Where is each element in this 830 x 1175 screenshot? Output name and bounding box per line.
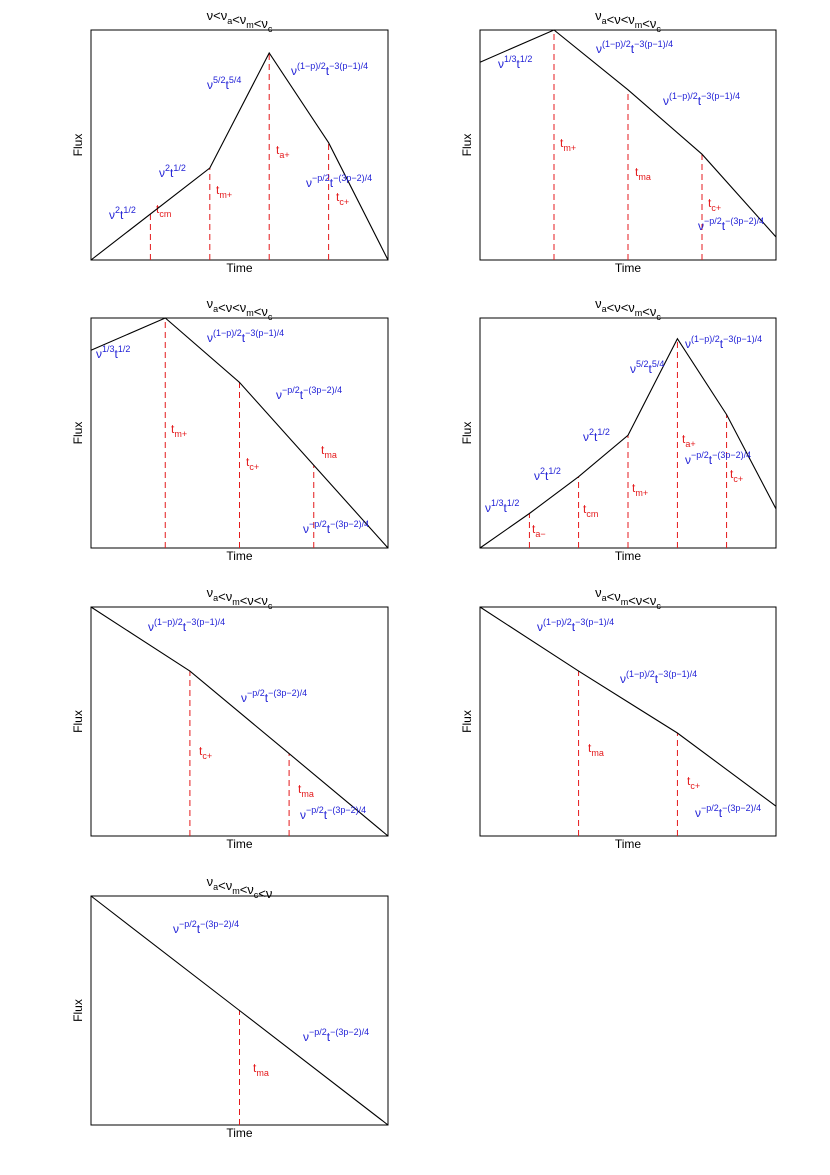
slope-label: ν(1−p)/2t−3(p−1)/4 bbox=[596, 39, 673, 56]
light-curve bbox=[90, 895, 389, 1126]
light-curve bbox=[90, 317, 389, 549]
panel-3: νa<ν<νm<νc Time Flux tm+ tc+ tma ν1/3t1/2 ν(1−p… bbox=[71, 296, 389, 563]
slope-label: ν(1−p)/2t−3(p−1)/4 bbox=[207, 328, 284, 345]
break-label-a−: ta− bbox=[532, 522, 546, 539]
panel-title: νa<ν<νm<νc bbox=[207, 296, 273, 322]
break-label-m+: tm+ bbox=[216, 183, 232, 200]
light-curve bbox=[479, 29, 777, 238]
slope-label: ν2t1/2 bbox=[534, 466, 561, 483]
plot-frame bbox=[479, 606, 777, 837]
panel-6: νa<νm<ν<νc Time Flux tma tc+ ν(1−p)/2t−3(p−1)… bbox=[460, 585, 777, 851]
light-curve bbox=[90, 51, 389, 261]
y-axis-label: Flux bbox=[71, 422, 85, 445]
x-axis-label: Time bbox=[226, 261, 253, 275]
slope-label: ν2t1/2 bbox=[109, 205, 136, 222]
x-axis-label: Time bbox=[615, 261, 642, 275]
x-axis-label: Time bbox=[615, 837, 642, 851]
slope-label: ν2t1/2 bbox=[159, 163, 186, 180]
slope-label: ν−p/2t−(3p−2)/4 bbox=[303, 1027, 369, 1044]
panel-title: νa<ν<νm<νc bbox=[595, 8, 661, 34]
slope-label: ν−p/2t−(3p−2)/4 bbox=[276, 385, 342, 402]
light-curve bbox=[479, 606, 777, 807]
panel-1: ν<νa<νm<νc Time Flux tcm tm+ ta+ tc+ ν2t1/2 ν2t1… bbox=[71, 8, 389, 275]
slope-label: ν(1−p)/2t−3(p−1)/4 bbox=[685, 334, 762, 351]
break-label-m+: tm+ bbox=[560, 136, 576, 153]
y-axis-label: Flux bbox=[71, 134, 85, 157]
y-axis-label: Flux bbox=[460, 134, 474, 157]
break-label-ma: tma bbox=[321, 443, 337, 460]
break-label-c+: tc+ bbox=[708, 196, 721, 213]
panel-title: νa<ν<νm<νc bbox=[595, 296, 661, 322]
break-label-ma: tma bbox=[635, 165, 651, 182]
slope-label: ν5/2t5/4 bbox=[630, 359, 664, 376]
slope-label: ν(1−p)/2t−3(p−1)/4 bbox=[537, 617, 614, 634]
slope-label: ν−p/2t−(3p−2)/4 bbox=[300, 805, 366, 822]
slope-label: ν(1−p)/2t−3(p−1)/4 bbox=[620, 669, 697, 686]
break-label-c+: tc+ bbox=[336, 190, 349, 207]
break-label-cm: tcm bbox=[583, 502, 598, 519]
slope-label: ν5/2t5/4 bbox=[207, 75, 241, 92]
slope-label: ν(1−p)/2t−3(p−1)/4 bbox=[663, 91, 740, 108]
panel-title: ν<νa<νm<νc bbox=[207, 8, 273, 34]
slope-label: ν(1−p)/2t−3(p−1)/4 bbox=[148, 617, 225, 634]
slope-label: ν−p/2t−(3p−2)/4 bbox=[685, 450, 751, 467]
y-axis-label: Flux bbox=[460, 422, 474, 445]
panel-5: νa<νm<ν<νc Time Flux tc+ tma ν(1−p)/2t−3(p−1)… bbox=[71, 585, 389, 851]
x-axis-label: Time bbox=[226, 1126, 253, 1140]
plot-frame bbox=[90, 29, 389, 261]
y-axis-label: Flux bbox=[71, 710, 85, 733]
break-label-m+: tm+ bbox=[171, 422, 187, 439]
break-label-ma: tma bbox=[588, 741, 604, 758]
plot-frame bbox=[90, 606, 389, 837]
panel-4: νa<ν<νm<νc Time Flux ta− tcm tm+ ta+ tc+ ν1/3t1/… bbox=[460, 296, 777, 563]
panel-title: νa<νm<νc<ν bbox=[207, 874, 273, 901]
break-label-c+: tc+ bbox=[246, 455, 259, 472]
light-curve bbox=[479, 337, 777, 549]
panel-title: νa<νm<ν<νc bbox=[207, 585, 273, 611]
slope-label: ν−p/2t−(3p−2)/4 bbox=[241, 688, 307, 705]
break-label-m+: tm+ bbox=[632, 481, 648, 498]
break-label-c+: tc+ bbox=[199, 744, 212, 761]
y-axis-label: Flux bbox=[460, 710, 474, 733]
break-label-ma: tma bbox=[298, 782, 314, 799]
break-label-c+: tc+ bbox=[687, 774, 700, 791]
break-label-a+: ta+ bbox=[276, 143, 290, 160]
slope-label: ν2t1/2 bbox=[583, 427, 610, 444]
x-axis-label: Time bbox=[615, 549, 642, 563]
break-label-a+: ta+ bbox=[682, 432, 696, 449]
slope-label: ν−p/2t−(3p−2)/4 bbox=[306, 173, 372, 190]
break-label-ma: tma bbox=[253, 1061, 269, 1078]
slope-label: ν−p/2t−(3p−2)/4 bbox=[698, 216, 764, 233]
slope-label: ν−p/2t−(3p−2)/4 bbox=[173, 919, 239, 936]
light-curve bbox=[90, 606, 389, 837]
slope-label: ν(1−p)/2t−3(p−1)/4 bbox=[291, 61, 368, 78]
slope-label: ν1/3t1/2 bbox=[96, 344, 130, 361]
break-label-c+: tc+ bbox=[730, 467, 743, 484]
slope-label: ν−p/2t−(3p−2)/4 bbox=[303, 519, 369, 536]
slope-label: ν1/3t1/2 bbox=[485, 498, 519, 515]
slope-label: ν−p/2t−(3p−2)/4 bbox=[695, 803, 761, 820]
x-axis-label: Time bbox=[226, 837, 253, 851]
x-axis-label: Time bbox=[226, 549, 253, 563]
y-axis-label: Flux bbox=[71, 999, 85, 1022]
break-label-cm: tcm bbox=[156, 202, 171, 219]
panel-title: νa<νm<ν<νc bbox=[595, 585, 661, 611]
slope-label: ν1/3t1/2 bbox=[498, 54, 532, 71]
panel-7: νa<νm<νc<ν Time Flux tma ν−p/2t−(3p−2)/4 ν−p/… bbox=[71, 874, 389, 1140]
panel-2: νa<ν<νm<νc Time Flux tm+ tma tc+ ν1/3t1/2 ν(1−p… bbox=[460, 8, 777, 275]
